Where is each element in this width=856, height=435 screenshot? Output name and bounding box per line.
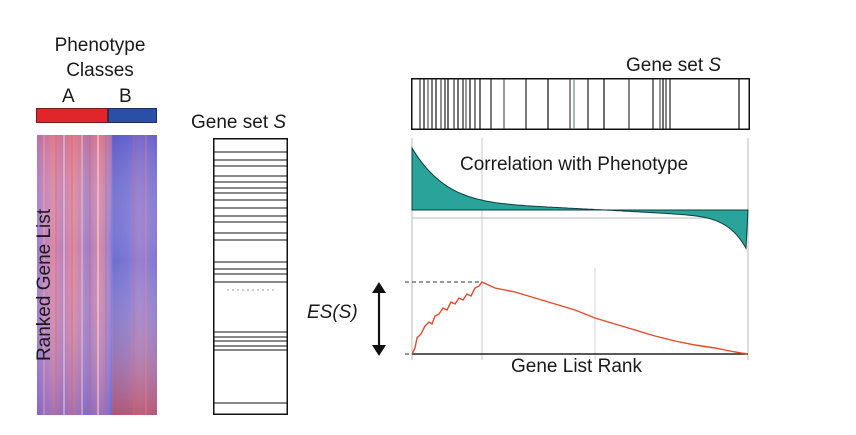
class-b-label: B (119, 86, 132, 107)
right-gene-set-prefix: Gene set (626, 55, 709, 76)
heatmap-streak (81, 135, 83, 415)
right-gene-set-title: Gene set S (626, 56, 721, 75)
heatmap-streak (97, 135, 99, 415)
phenotype-title-line2: Classes (66, 60, 134, 81)
heatmap-streak (105, 135, 107, 415)
gene-list-rank-label: Gene List Rank (511, 356, 642, 377)
middle-gene-set-italic: S (273, 112, 287, 133)
right-gene-set-italic: S (708, 55, 722, 76)
heatmap-streak (55, 135, 57, 415)
middle-gene-set-title: Gene set S (191, 113, 286, 132)
heatmap-streak (71, 135, 73, 415)
gene-set-hit-barcode (408, 76, 753, 131)
es-running-sum-line (411, 281, 749, 355)
heatmap-streak (145, 135, 147, 415)
heatmap-streak (63, 135, 65, 415)
gene-set-membership-column (213, 138, 288, 415)
heatmap-streak (133, 135, 135, 415)
heatmap-streak (89, 135, 91, 415)
double-headed-vertical-arrow-icon (369, 282, 389, 356)
ranked-gene-list-label: Ranked Gene List (34, 208, 55, 362)
middle-gene-set-prefix: Gene set (191, 112, 274, 133)
class-a-label: A (62, 86, 75, 107)
expression-heatmap (37, 135, 157, 415)
class-b-bar (108, 108, 157, 123)
phenotype-title-line1: Phenotype (54, 35, 146, 56)
enrichment-plot (335, 138, 755, 360)
heatmap-streak (43, 135, 45, 415)
correlation-area (411, 146, 749, 250)
correlation-label: Correlation with Phenotype (460, 154, 689, 175)
class-a-bar (36, 108, 108, 123)
es-label: ES(S) (307, 302, 358, 323)
